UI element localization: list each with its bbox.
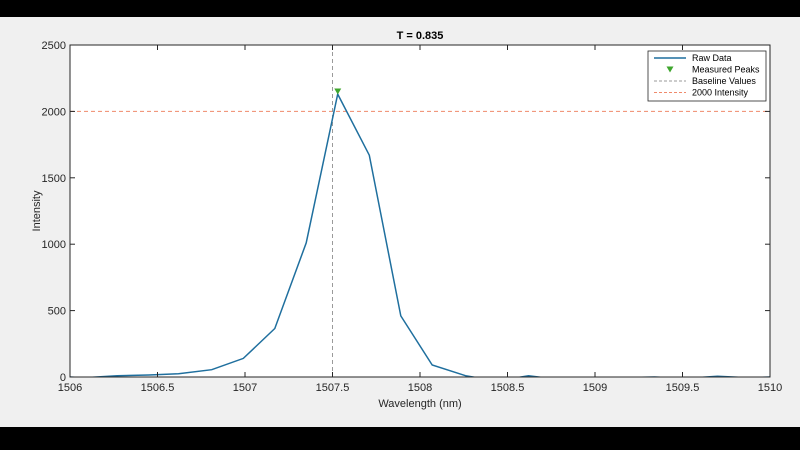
axes-border: [69, 44, 771, 378]
x-tick-label: 1510: [758, 382, 782, 394]
y-axis-label: Intensity: [31, 190, 43, 231]
legend-entry-label: Measured Peaks: [692, 65, 760, 75]
x-tick-label: 1507: [233, 382, 257, 394]
x-tick-label: 1508: [408, 382, 432, 394]
x-tick-label: 1509.5: [666, 382, 700, 394]
x-tick-label: 1506: [58, 382, 82, 394]
x-tick-label: 1509: [583, 382, 607, 394]
y-tick-label: 1500: [42, 173, 66, 185]
y-tick-label: 0: [60, 372, 66, 384]
legend-entry-label: 2000 Intensity: [692, 88, 749, 98]
y-tick-label: 1000: [42, 239, 66, 251]
peak-marker: [334, 88, 342, 95]
plot-lines: [70, 45, 770, 377]
raw-data-line: [70, 91, 770, 377]
y-tick-label: 2500: [42, 40, 66, 52]
legend-entry-label: Raw Data: [692, 53, 732, 63]
legend-swatch-peaks: [666, 66, 674, 73]
legend-entry-label: Baseline Values: [692, 76, 756, 86]
y-tick-label: 500: [48, 306, 66, 318]
x-tick-label: 1508.5: [491, 382, 525, 394]
chart: 1506 1506.5 1507 1507.5 1508 1508.5 1509 1509.5…: [31, 30, 782, 410]
figure-window: 1506 1506.5 1507 1507.5 1508 1508.5 1509 1509.5…: [0, 17, 800, 427]
legend-box: [647, 50, 767, 102]
x-tick-label: 1506.5: [141, 382, 175, 394]
x-axis-ticks: 1506 1506.5 1507 1507.5 1508 1508.5 1509 1509.5…: [58, 45, 782, 394]
y-tick-label: 2000: [42, 106, 66, 118]
x-axis-label: Wavelength (nm): [378, 398, 461, 410]
x-tick-label: 1507.5: [316, 382, 350, 394]
chart-title: T = 0.835: [397, 30, 444, 42]
